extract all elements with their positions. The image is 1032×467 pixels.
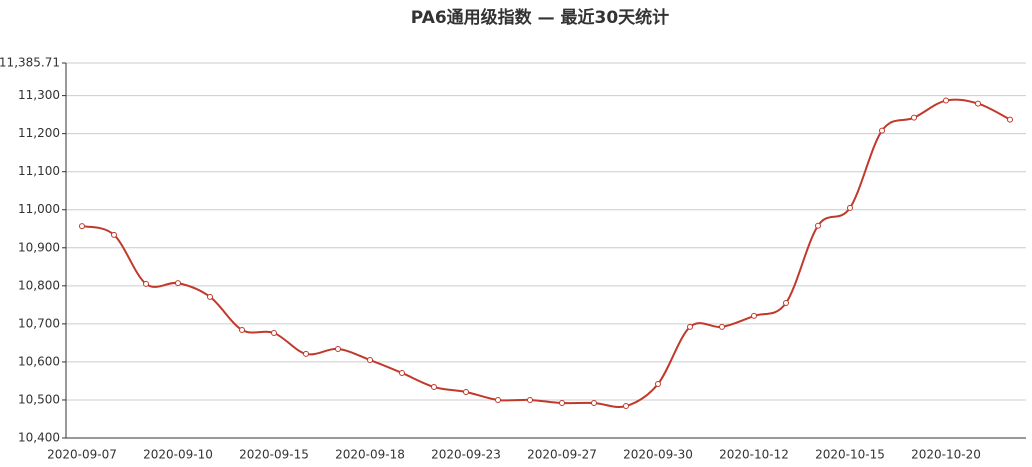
y-tick-label: 10,600 <box>18 354 60 368</box>
x-tick-label: 2020-10-12 <box>719 448 789 462</box>
point <box>943 97 949 104</box>
x-tick-label: 2020-10-20 <box>911 448 981 462</box>
point <box>175 280 181 287</box>
chart-title: PA6通用级指数 — 最近30天统计 <box>411 7 669 28</box>
point <box>847 204 853 211</box>
y-tick-label: 10,400 <box>18 431 60 445</box>
x-tick-label: 2020-09-23 <box>431 448 501 462</box>
point <box>271 329 277 336</box>
point <box>1007 116 1013 123</box>
point <box>591 399 597 406</box>
point <box>559 399 565 406</box>
point <box>495 396 501 403</box>
point <box>431 384 437 391</box>
y-tick-label: 11,100 <box>18 164 60 178</box>
x-tick-label: 2020-09-18 <box>335 448 405 462</box>
y-tick-label: 11,385.71 <box>0 56 60 70</box>
y-tick-label: 10,700 <box>18 316 60 330</box>
point <box>239 326 245 333</box>
point <box>655 380 661 387</box>
point <box>527 396 533 403</box>
point <box>623 403 629 410</box>
point <box>335 345 341 352</box>
point <box>79 223 85 230</box>
point <box>751 312 757 319</box>
line <box>81 98 1011 408</box>
point <box>111 231 117 238</box>
point <box>879 127 885 134</box>
x-tick-label: 2020-09-10 <box>143 448 213 462</box>
point <box>463 388 469 395</box>
x-tick-label: 2020-09-27 <box>527 448 597 462</box>
x-tick-label: 2020-09-07 <box>47 448 117 462</box>
x-tick-label: 2020-10-15 <box>815 448 885 462</box>
point <box>911 114 917 121</box>
point <box>207 293 213 300</box>
y-tick-label: 10,900 <box>18 240 60 254</box>
point <box>687 323 693 330</box>
point <box>815 222 821 229</box>
x-tick-label: 2020-09-15 <box>239 448 309 462</box>
point <box>975 100 981 107</box>
x-tick-label: 2020-09-30 <box>623 448 693 462</box>
point <box>783 299 789 306</box>
point <box>303 350 309 357</box>
y-tick-label: 10,500 <box>18 392 60 406</box>
point <box>719 323 725 330</box>
point <box>399 369 405 376</box>
y-tick-label: 11,300 <box>18 88 60 102</box>
y-tick-label: 11,200 <box>18 126 60 140</box>
y-tick-label: 10,800 <box>18 278 60 292</box>
point <box>143 280 149 287</box>
y-tick-label: 11,000 <box>18 202 60 216</box>
point <box>367 357 373 364</box>
